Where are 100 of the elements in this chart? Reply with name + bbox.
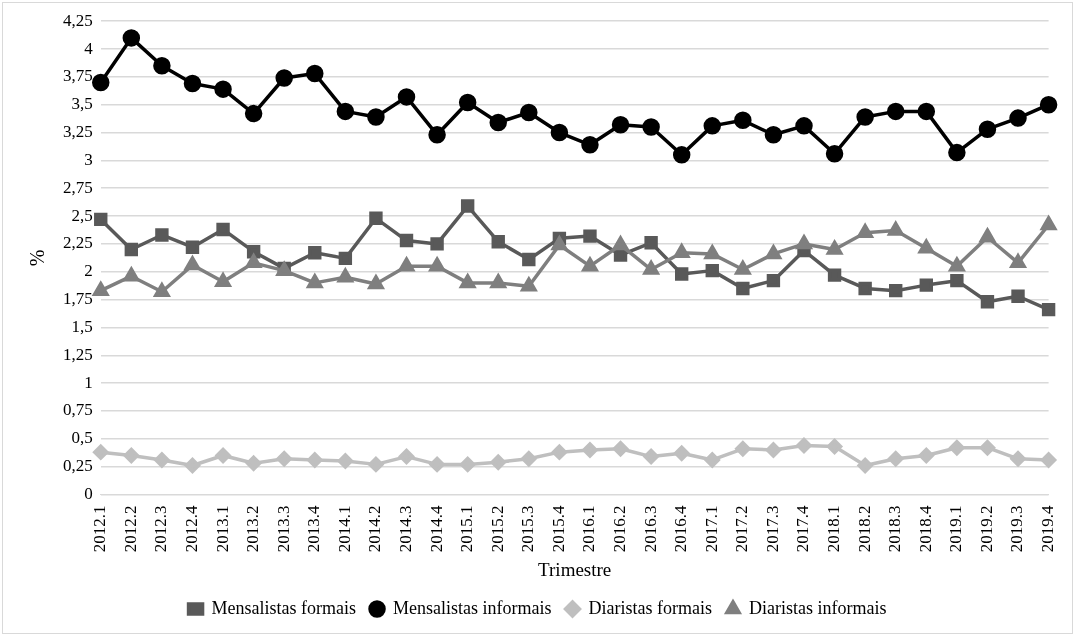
x-tick-label: 2013.3 bbox=[273, 505, 293, 553]
point bbox=[582, 442, 598, 458]
point bbox=[368, 456, 384, 473]
point bbox=[857, 457, 873, 474]
point bbox=[459, 456, 476, 473]
point bbox=[522, 252, 536, 267]
point bbox=[184, 457, 201, 474]
point bbox=[735, 260, 751, 275]
x-tick-label: 2012.2 bbox=[120, 505, 140, 553]
point bbox=[124, 242, 139, 257]
point bbox=[979, 228, 996, 243]
point bbox=[887, 221, 904, 236]
point bbox=[735, 441, 751, 457]
x-tick-label: 2018.3 bbox=[885, 505, 905, 553]
point bbox=[796, 235, 812, 250]
point bbox=[766, 273, 781, 288]
y-tick-label: 1,25 bbox=[63, 344, 93, 364]
y-tick-label: 3 bbox=[84, 149, 93, 169]
point bbox=[1010, 451, 1026, 467]
point bbox=[491, 234, 505, 249]
y-tick-label: 3,25 bbox=[63, 122, 93, 142]
point bbox=[276, 451, 292, 467]
point bbox=[215, 273, 231, 288]
point bbox=[398, 448, 415, 465]
point bbox=[1009, 109, 1027, 127]
point bbox=[613, 248, 628, 262]
point bbox=[918, 447, 935, 464]
point bbox=[826, 240, 843, 255]
y-tick-label: 0,75 bbox=[63, 400, 93, 420]
point bbox=[642, 118, 660, 136]
x-tick-label: 2019.3 bbox=[1007, 505, 1027, 553]
x-axis-title: Trimestre bbox=[538, 558, 612, 580]
point bbox=[978, 120, 997, 138]
x-tick-label: 2014.2 bbox=[365, 505, 385, 553]
point bbox=[1040, 216, 1057, 231]
x-tick-label: 2017.1 bbox=[701, 505, 721, 553]
x-tick-label: 2016.4 bbox=[671, 504, 691, 553]
x-tick-label: 2015.2 bbox=[487, 505, 507, 553]
point bbox=[889, 283, 903, 298]
point bbox=[643, 260, 659, 275]
point bbox=[122, 29, 141, 47]
point bbox=[583, 229, 597, 243]
legend-label: Mensalistas formais bbox=[211, 597, 357, 618]
point bbox=[857, 224, 873, 239]
point bbox=[673, 445, 690, 461]
y-tick-label: 2,5 bbox=[71, 205, 93, 225]
point bbox=[1041, 302, 1056, 317]
point bbox=[980, 295, 995, 309]
x-tick-label: 2017.4 bbox=[793, 504, 813, 553]
point bbox=[704, 245, 721, 260]
point bbox=[886, 102, 905, 121]
point bbox=[612, 236, 629, 251]
point bbox=[398, 257, 415, 272]
point bbox=[827, 268, 842, 282]
point bbox=[948, 143, 966, 162]
point bbox=[796, 437, 812, 454]
point bbox=[154, 452, 170, 468]
x-tick-label: 2018.2 bbox=[854, 505, 874, 553]
point bbox=[612, 441, 629, 457]
point bbox=[521, 277, 537, 292]
y-tick-label: 2 bbox=[84, 261, 93, 281]
point bbox=[1010, 254, 1026, 269]
point bbox=[858, 281, 872, 296]
point bbox=[825, 144, 844, 163]
point bbox=[919, 278, 933, 292]
point bbox=[429, 257, 445, 272]
x-tick-label: 2012.4 bbox=[181, 504, 201, 553]
point bbox=[336, 102, 355, 121]
y-tick-label: 0,5 bbox=[71, 428, 93, 448]
point bbox=[306, 64, 324, 83]
point bbox=[703, 117, 722, 135]
point bbox=[308, 246, 322, 260]
point bbox=[1039, 95, 1058, 114]
point bbox=[337, 453, 354, 469]
point bbox=[795, 117, 813, 135]
y-tick-label: 2,75 bbox=[63, 177, 93, 197]
y-tick-label: 0,25 bbox=[63, 456, 93, 476]
point bbox=[520, 103, 538, 122]
point bbox=[245, 455, 262, 472]
point bbox=[307, 452, 323, 468]
point bbox=[368, 275, 384, 290]
x-tick-label: 2018.4 bbox=[915, 504, 935, 553]
x-tick-label: 2015.1 bbox=[457, 505, 477, 553]
x-tick-label: 2014.3 bbox=[395, 505, 415, 553]
x-tick-label: 2015.4 bbox=[548, 504, 568, 553]
point bbox=[216, 222, 230, 237]
point bbox=[275, 69, 293, 87]
legend-label: Diaristas formais bbox=[588, 597, 712, 618]
point bbox=[215, 447, 231, 464]
point bbox=[736, 281, 750, 296]
point bbox=[550, 123, 569, 142]
point bbox=[551, 236, 568, 251]
point bbox=[183, 74, 202, 93]
point bbox=[123, 447, 140, 464]
point bbox=[338, 251, 353, 266]
x-tick-label: 2016.1 bbox=[579, 505, 599, 553]
point bbox=[949, 257, 965, 272]
point bbox=[704, 452, 721, 468]
legend-label: Mensalistas informais bbox=[393, 597, 552, 618]
point bbox=[154, 283, 170, 298]
